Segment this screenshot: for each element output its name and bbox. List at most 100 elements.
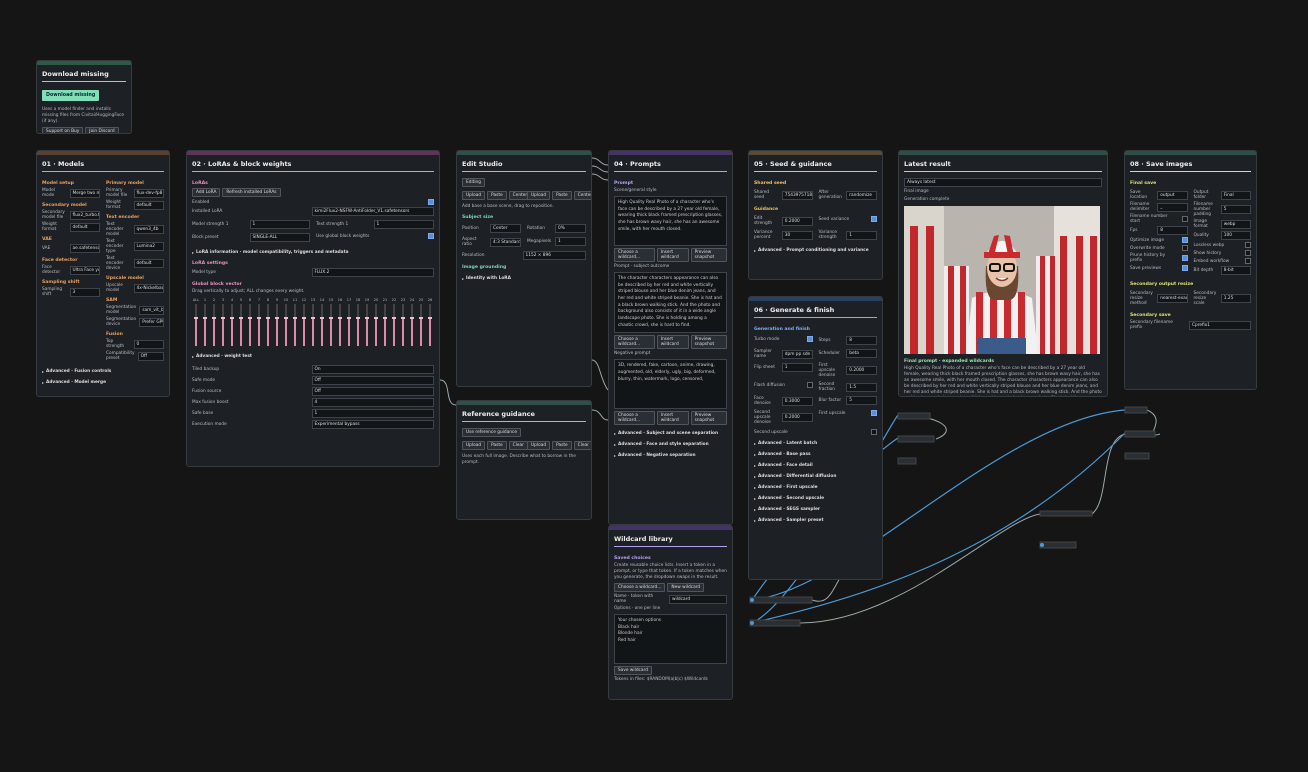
checkbox[interactable]	[871, 410, 877, 416]
button[interactable]: Preview snapshot	[690, 248, 727, 263]
button[interactable]: Paste	[487, 191, 507, 200]
field-value[interactable]: 1	[555, 237, 586, 247]
field-value[interactable]: 0.2000	[781, 413, 813, 422]
expander[interactable]: Advanced · Model merge	[42, 380, 164, 385]
checkbox[interactable]	[1245, 258, 1251, 264]
field-value[interactable]: sam_vit_b_01ec	[139, 305, 164, 315]
slider-knob[interactable]	[256, 317, 262, 320]
field-value[interactable]: 4:3 Standard	[490, 237, 521, 247]
button[interactable]: Add LoRA	[192, 188, 221, 197]
checkbox[interactable]	[428, 199, 434, 205]
slider-knob[interactable]	[283, 317, 289, 320]
checkbox[interactable]	[1181, 265, 1188, 271]
field-value[interactable]: default	[133, 259, 164, 268]
checkbox[interactable]	[871, 429, 877, 435]
field-value[interactable]: Experimental bypass	[311, 420, 434, 430]
checkbox[interactable]	[871, 216, 877, 222]
slider-knob[interactable]	[391, 317, 397, 320]
slider-knob[interactable]	[427, 317, 433, 320]
button[interactable]: Save wildcard	[614, 666, 652, 676]
button[interactable]: Clear	[573, 441, 591, 450]
field-value[interactable]: 754397571868176	[781, 190, 813, 200]
field-value[interactable]: Center	[490, 224, 521, 234]
button[interactable]: Preview snapshot	[690, 335, 727, 350]
button[interactable]: Join Discord	[85, 127, 119, 133]
expander[interactable]: Advanced · Sampler preset	[754, 518, 877, 523]
expander[interactable]: LoRA information · model compatibility, …	[192, 250, 434, 255]
button[interactable]: Center	[573, 191, 591, 200]
field-value[interactable]: FLUX.2	[311, 268, 434, 277]
text-area[interactable]: Your chosen options Black hair Blonde ha…	[614, 614, 727, 665]
text-area[interactable]: 3D, rendered, fake, cartoon, anime, draw…	[614, 359, 727, 410]
slider-knob[interactable]	[400, 317, 406, 320]
field-value[interactable]: Always latest	[904, 178, 1102, 187]
field-value[interactable]: default	[69, 222, 100, 232]
field-value[interactable]: flux2_turbo.fs	[69, 210, 100, 220]
field-value[interactable]: Off	[137, 351, 164, 361]
slider-knob[interactable]	[247, 317, 253, 320]
button[interactable]: Upload	[462, 191, 486, 200]
checkbox[interactable]	[1245, 242, 1251, 248]
button[interactable]: Paste	[552, 441, 572, 450]
field-value[interactable]: 1.25	[1220, 294, 1251, 303]
checkbox[interactable]	[806, 382, 813, 388]
slider-knob[interactable]	[265, 317, 271, 320]
checkbox[interactable]	[1181, 237, 1188, 243]
field-value[interactable]: Off	[311, 387, 434, 397]
field-value[interactable]: Ultra Face yolov8	[69, 265, 100, 275]
field-value[interactable]: 1	[846, 230, 877, 240]
expander[interactable]: Advanced · First upscale	[754, 485, 877, 490]
text-area[interactable]: The character characters appearance can …	[614, 272, 727, 334]
slider-knob[interactable]	[355, 317, 361, 320]
expander[interactable]: Advanced · Prompt conditioning and varia…	[754, 248, 877, 253]
checkbox[interactable]	[1181, 216, 1188, 222]
slider-knob[interactable]	[319, 317, 325, 320]
checkbox[interactable]	[1181, 255, 1188, 261]
slider-knob[interactable]	[364, 317, 370, 320]
field-value[interactable]: flux-dev-fp8	[133, 188, 164, 198]
button[interactable]: Clear	[508, 441, 528, 450]
field-value[interactable]: qwen3_4b	[133, 225, 164, 234]
field-value[interactable]: default	[133, 200, 164, 210]
slider-knob[interactable]	[328, 317, 334, 320]
field-value[interactable]: 100	[1220, 231, 1251, 240]
field-value[interactable]: 0.2000	[846, 366, 877, 375]
field-value[interactable]: 1	[311, 409, 434, 419]
button[interactable]: Use reference guidance	[462, 428, 522, 437]
slider-knob[interactable]	[274, 317, 280, 320]
field-value[interactable]: wildcard	[669, 594, 727, 604]
checkbox[interactable]	[1181, 245, 1188, 251]
expander[interactable]: Identity with LoRA	[462, 276, 586, 281]
button[interactable]: Preview snapshot	[690, 411, 727, 426]
checkbox[interactable]	[1245, 250, 1251, 256]
button[interactable]: Insert wildcard	[656, 248, 689, 263]
field-value[interactable]: Lumina2	[133, 242, 164, 251]
field-value[interactable]: webp	[1220, 219, 1251, 229]
slider-knob[interactable]	[238, 317, 244, 320]
button[interactable]: Upload	[462, 441, 486, 450]
field-value[interactable]: 1152 × 896	[522, 251, 586, 261]
field-value[interactable]: Cprefix1	[1189, 320, 1251, 330]
expander[interactable]: Advanced · Differential diffusion	[754, 474, 877, 479]
field-value[interactable]: 30	[781, 230, 813, 240]
expander[interactable]: Advanced · Fusion controls	[42, 369, 164, 374]
field-value[interactable]: 0%	[555, 224, 586, 234]
field-value[interactable]: 1	[249, 220, 310, 229]
slider-knob[interactable]	[229, 317, 235, 320]
field-value[interactable]: 0.3000	[781, 396, 813, 406]
text-area[interactable]: High Quality Real Photo of a character w…	[614, 196, 727, 247]
field-value[interactable]: SINGLE-ALL	[249, 233, 310, 242]
field-value[interactable]: 8	[1157, 226, 1188, 235]
button[interactable]: New wildcard	[667, 583, 705, 593]
slider-knob[interactable]	[202, 317, 208, 320]
field-value[interactable]: _	[1157, 202, 1188, 212]
button[interactable]: Choose a wildcard...	[614, 583, 666, 593]
slider-knob[interactable]	[292, 317, 298, 320]
slider-knob[interactable]	[373, 317, 379, 320]
expander[interactable]: Advanced · Subject and scene separation	[614, 431, 727, 436]
button[interactable]: Choose a wildcard...	[614, 248, 655, 263]
field-value[interactable]: kimi2Flux2-NSFW-AntiFolder_V1.safetensor…	[311, 207, 434, 216]
button[interactable]: Editing	[462, 178, 485, 187]
field-value[interactable]: ae.safetensors	[69, 244, 100, 253]
